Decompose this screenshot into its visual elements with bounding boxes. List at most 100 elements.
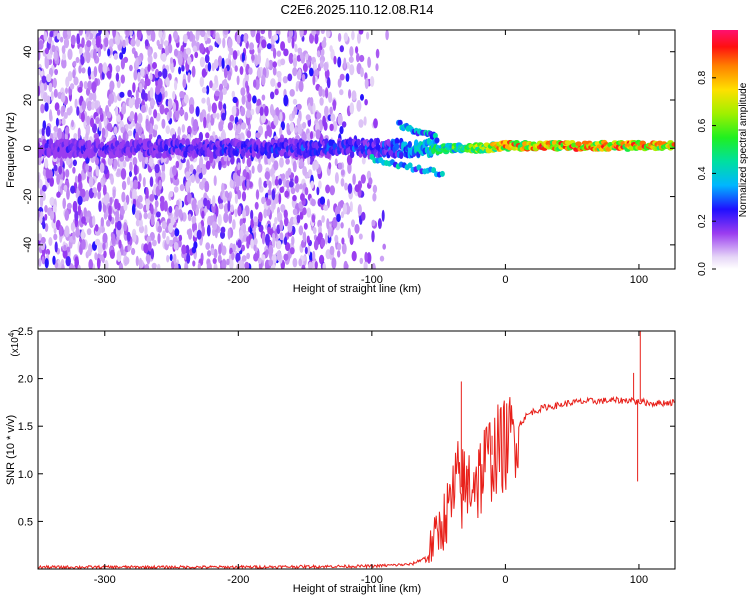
heatmap-cell <box>168 191 174 198</box>
heatmap-cell <box>195 106 200 117</box>
heatmap-cell <box>261 74 266 86</box>
heatmap-cell <box>371 262 376 269</box>
heatmap-cell <box>59 157 63 169</box>
heatmap-cell <box>113 158 118 170</box>
heatmap-cell <box>339 89 344 96</box>
heatmap-cell <box>309 33 314 44</box>
heatmap-cell <box>232 50 238 60</box>
heatmap-cell <box>340 178 345 187</box>
heatmap-cell <box>223 67 228 79</box>
heatmap-cell <box>206 224 211 237</box>
heatmap-cell <box>125 30 130 38</box>
heatmap-cell <box>340 169 345 176</box>
heatmap-cell <box>76 106 80 116</box>
colorbar-ticks: 0.0 0.2 0.4 0.6 0.8 <box>697 70 716 276</box>
heatmap-cell <box>108 205 112 216</box>
heatmap-cell <box>42 184 47 192</box>
x-tick-label: 0 <box>502 574 508 586</box>
heatmap-cell <box>116 79 121 89</box>
heatmap-cell <box>272 61 278 68</box>
snr-x-label: Height of straight line (km) <box>293 583 421 595</box>
heatmap-cell <box>110 175 114 185</box>
heatmap-cell <box>369 76 375 87</box>
heatmap-cell <box>217 55 223 68</box>
heatmap-cell <box>217 37 222 45</box>
colorbar: 0.0 0.2 0.4 0.6 0.8 Normalized spectral ampl… <box>697 30 749 276</box>
heatmap-cell <box>148 133 153 140</box>
heatmap-cell <box>295 84 299 92</box>
snr-multiplier-label: (x104) <box>7 329 21 356</box>
heatmap-cell <box>53 233 58 241</box>
heatmap-cell <box>211 102 217 114</box>
heatmap-cell <box>356 100 362 112</box>
heatmap-cell <box>273 160 279 171</box>
heatmap-cell <box>341 121 347 128</box>
heatmap-cell <box>173 30 178 40</box>
heatmap-cell <box>298 225 304 236</box>
heatmap-cell <box>363 116 367 126</box>
heatmap-cell <box>71 119 74 128</box>
snr-multiplier-base: (x10 <box>10 337 21 357</box>
heatmap-cell <box>261 196 266 205</box>
heatmap-cell <box>168 205 173 214</box>
heatmap-cell <box>118 262 124 269</box>
heatmap-cell <box>273 34 279 41</box>
heatmap-cell <box>191 199 197 212</box>
heatmap-cell <box>129 110 135 120</box>
heatmap-cell <box>186 229 190 236</box>
heatmap-cell <box>44 158 49 169</box>
heatmap-cell <box>314 75 318 83</box>
heatmap-cell <box>97 190 101 200</box>
heatmap-cell <box>316 112 322 120</box>
heatmap-cell <box>106 122 113 132</box>
heatmap-cell <box>352 173 356 185</box>
heatmap-cell <box>315 129 321 140</box>
heatmap-cell <box>348 56 354 63</box>
heatmap-cell <box>339 200 345 208</box>
heatmap-cell <box>43 91 48 103</box>
heatmap-cell <box>161 118 166 129</box>
heatmap-cell <box>274 88 279 96</box>
heatmap-cell <box>229 155 235 165</box>
heatmap-cell <box>279 157 284 168</box>
heatmap-cell <box>274 178 279 186</box>
heatmap-cell <box>49 196 55 206</box>
heatmap-cell <box>250 209 254 220</box>
heatmap-cell <box>120 74 126 84</box>
heatmap-cell <box>254 201 259 210</box>
heatmap-cell <box>159 104 165 115</box>
heatmap-cell <box>322 262 326 269</box>
heatmap-cell <box>156 211 161 218</box>
heatmap-cell <box>261 254 266 261</box>
heatmap-cell <box>174 228 180 237</box>
heatmap-cell <box>253 79 257 88</box>
heatmap-cell <box>351 250 357 262</box>
heatmap-cell <box>114 198 119 210</box>
heatmap-cell <box>152 128 158 138</box>
heatmap-cell <box>240 87 246 96</box>
heatmap-cell <box>285 179 291 189</box>
heatmap-cell <box>199 181 203 190</box>
heatmap-cell <box>155 85 161 95</box>
heatmap-cell <box>292 98 298 105</box>
heatmap-cell <box>364 99 368 106</box>
snr-y-label: SNR (10 * v/v) <box>5 415 17 485</box>
heatmap-cell <box>397 119 403 126</box>
spectrogram-x-ticks: -300 -200 -100 0 100 <box>94 30 648 286</box>
heatmap-cell <box>77 127 81 139</box>
heatmap-cell <box>139 83 143 94</box>
heatmap-cell <box>309 131 314 140</box>
heatmap-cell <box>161 170 166 182</box>
heatmap-cell <box>135 255 139 267</box>
heatmap-cell <box>272 236 276 248</box>
heatmap-cell <box>102 62 108 74</box>
heatmap-cell <box>147 212 152 220</box>
heatmap-cell <box>358 30 364 35</box>
heatmap-cell <box>129 64 133 72</box>
heatmap-cell <box>309 97 314 107</box>
heatmap-cell <box>312 103 316 115</box>
heatmap-cell <box>168 239 174 247</box>
heatmap-cell <box>191 216 197 224</box>
heatmap-cell <box>88 243 92 254</box>
heatmap-cell <box>233 123 237 131</box>
